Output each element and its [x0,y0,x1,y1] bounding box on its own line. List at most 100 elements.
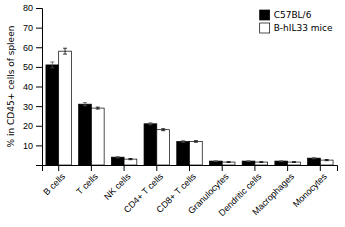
error-bar [214,160,218,162]
tick-mark [36,8,42,9]
y-axis: 1020304050607080 [23,3,43,165]
error-bar [50,62,54,68]
error-bar [259,161,263,163]
bar [308,158,321,165]
error-line [128,159,132,160]
series [46,62,320,165]
error-line [85,103,86,106]
error-bar [181,141,185,143]
tick-label: 10 [23,141,33,151]
error-line [214,161,218,162]
legend-swatch [260,23,270,33]
tick: 30 [23,102,42,112]
tick-label: 60 [23,43,33,53]
error-line [247,161,251,162]
tick: Macrophages [250,165,296,217]
error-line [279,161,283,162]
bar [46,65,59,165]
error-line [63,54,67,55]
tick-mark [36,106,42,107]
tick: 10 [23,141,42,151]
y-axis-title: % in CD45+ cells of spleen [6,26,16,148]
error-line [181,142,185,143]
error-line [65,48,66,54]
error-bar [194,141,198,143]
tick: 40 [23,82,42,92]
legend-swatch [260,10,270,20]
error-line [227,162,231,163]
tick-label: NK cells [102,171,133,202]
bar [190,141,203,165]
bar [275,161,288,165]
tick-label: 50 [23,62,33,72]
error-line [259,161,263,162]
error-bar [83,103,87,106]
error-bar [96,107,100,109]
tick-mark [287,165,288,171]
error-bar [247,160,251,162]
error-line [116,156,120,157]
bar [222,162,235,165]
bar [144,124,157,165]
bar [157,130,170,165]
error-bar [148,123,152,125]
error-bar [161,129,165,131]
tick-label: 30 [23,102,33,112]
error-bar [325,160,329,161]
error-bar [116,157,120,158]
error-line [96,109,100,110]
tick: B cells [41,165,67,197]
bar [111,157,124,165]
tick-label: Monocytes [291,171,329,209]
tick: Monocytes [291,165,329,209]
tick-mark [36,145,42,146]
legend-item: C57BL/6 [260,10,312,21]
error-line [194,140,198,141]
error-line [128,158,132,159]
error-line [50,67,54,68]
tick-label: 20 [23,121,33,131]
bar [124,159,137,165]
tick-mark [189,165,190,171]
error-bar [128,159,132,160]
error-line [325,159,329,160]
error-bar [312,158,316,159]
error-line [214,160,218,161]
error-line [50,61,54,62]
error-line [52,62,53,68]
tick-mark [124,165,125,171]
error-bar [292,161,296,163]
error-line [116,157,120,158]
error-line [194,142,198,143]
legend-item: B-hIL33 mice [260,23,333,34]
series [59,48,333,165]
error-line [83,105,87,106]
tick: 60 [23,43,42,53]
bars [46,48,333,165]
tick-label: 80 [23,3,33,13]
error-line [148,122,152,123]
error-line [292,162,296,163]
error-line [312,158,316,159]
tick: NK cells [102,165,133,202]
tick-mark [36,28,42,29]
error-line [247,160,251,161]
tick-mark [36,126,42,127]
bar [177,141,190,165]
tick-mark [36,87,42,88]
bar [255,162,268,165]
tick-label: T cells [74,171,100,197]
error-line [292,161,296,162]
plot: 1020304050607080B cellsT cellsNK cellsCD… [23,3,338,218]
error-line [312,157,316,158]
tick-mark [156,165,157,171]
error-bar [227,161,231,163]
error-bar [279,160,283,162]
error-line [279,160,283,161]
tick: T cells [74,165,100,197]
error-line [96,107,100,108]
chart: 1020304050607080B cellsT cellsNK cellsCD… [0,0,345,227]
bar [59,51,72,165]
error-line [83,102,87,103]
bar [242,161,255,165]
